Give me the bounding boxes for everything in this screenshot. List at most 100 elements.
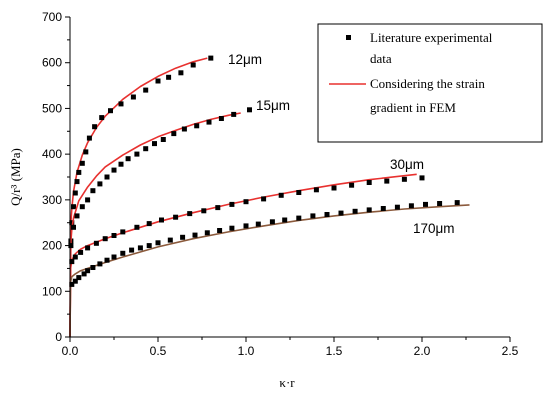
experimental-point xyxy=(282,217,288,223)
experimental-point xyxy=(108,108,113,114)
legend-experimental-label-line1: Literature experimental xyxy=(370,30,493,45)
experimental-point xyxy=(313,187,319,193)
experimental-point xyxy=(296,190,302,195)
experimental-point xyxy=(190,62,196,68)
experimental-point xyxy=(229,225,235,231)
experimental-point xyxy=(90,265,96,270)
experimental-point xyxy=(243,199,249,205)
legend-experimental-label-line2: data xyxy=(370,51,392,66)
x-tick-label: 1.5 xyxy=(326,344,343,358)
series-labels: 12μm 15μm 30μm 170μm xyxy=(228,52,455,236)
y-tick-label: 300 xyxy=(42,193,62,207)
experimental-point xyxy=(215,205,221,211)
experimental-point xyxy=(201,208,207,214)
series-170m xyxy=(69,200,470,338)
experimental-point xyxy=(72,190,78,196)
experimental-point xyxy=(134,151,140,157)
experimental-point xyxy=(143,146,149,152)
x-axis-label: κ·r xyxy=(279,375,295,390)
experimental-point xyxy=(166,74,172,80)
experimental-point xyxy=(187,211,193,217)
experimental-point xyxy=(104,174,110,180)
experimental-point xyxy=(180,234,186,240)
fem-curve-12m xyxy=(69,57,208,338)
experimental-point xyxy=(269,219,275,225)
experimental-point xyxy=(111,254,117,260)
experimental-point xyxy=(104,257,110,263)
fem-curve-170m xyxy=(69,204,470,338)
experimental-point xyxy=(111,233,117,238)
experimental-point xyxy=(74,179,80,185)
experimental-point xyxy=(120,229,126,235)
x-tick-label: 0.5 xyxy=(150,344,167,358)
experimental-point xyxy=(120,250,126,256)
experimental-point xyxy=(454,200,460,206)
experimental-point xyxy=(72,254,78,260)
x-tick-label: 1.0 xyxy=(238,344,255,358)
experimental-point xyxy=(178,70,184,76)
experimental-point xyxy=(229,201,235,207)
experimental-point xyxy=(111,167,117,173)
legend-fem-label-line2: gradient in FEM xyxy=(370,100,456,115)
y-axis-label: Q/r³ (MPa) xyxy=(8,148,23,206)
experimental-point xyxy=(90,188,96,194)
experimental-point xyxy=(349,182,355,188)
experimental-point xyxy=(83,149,89,155)
experimental-point xyxy=(97,261,103,267)
experimental-point xyxy=(86,135,92,141)
series-30m xyxy=(69,173,425,338)
experimental-point xyxy=(384,178,390,184)
series-12m xyxy=(68,55,214,338)
experimental-point xyxy=(324,212,330,217)
series-label-12m: 12μm xyxy=(228,52,262,67)
experimental-point xyxy=(331,185,337,191)
experimental-point xyxy=(130,94,136,100)
fem-curve-15m xyxy=(69,112,241,338)
experimental-point xyxy=(419,175,425,181)
experimental-point xyxy=(69,220,75,226)
experimental-point xyxy=(71,224,76,230)
experimental-point xyxy=(76,275,82,281)
y-tick-label: 600 xyxy=(42,56,62,70)
experimental-point xyxy=(159,217,164,223)
experimental-point xyxy=(231,111,237,117)
experimental-point xyxy=(85,197,91,203)
experimental-point xyxy=(217,228,223,233)
experimental-point xyxy=(167,237,173,243)
experimental-point xyxy=(181,126,187,132)
y-tick-label: 200 xyxy=(42,239,62,253)
y-ticks: 0 100 200 300 400 500 600 700 xyxy=(42,10,70,344)
experimental-point xyxy=(118,101,124,107)
series-15m xyxy=(68,107,252,338)
legend-fem-label-line1: Considering the strain xyxy=(370,76,485,91)
experimental-point xyxy=(125,156,131,162)
experimental-point xyxy=(408,203,414,209)
x-ticks: 0.0 0.5 1.0 1.5 2.0 2.5 xyxy=(62,337,519,358)
experimental-point xyxy=(437,201,443,206)
experimental-point xyxy=(143,87,149,93)
experimental-point xyxy=(92,124,98,130)
experimental-point xyxy=(194,123,200,129)
experimental-point xyxy=(76,169,82,175)
experimental-point xyxy=(74,213,80,219)
y-tick-label: 0 xyxy=(55,330,62,344)
experimental-point xyxy=(206,119,212,125)
experimental-point xyxy=(79,160,85,166)
x-tick-label: 0.0 xyxy=(62,344,79,358)
experimental-point xyxy=(99,115,105,121)
series-label-170m: 170μm xyxy=(413,221,455,236)
experimental-point xyxy=(261,196,267,202)
experimental-point xyxy=(68,243,74,249)
experimental-point xyxy=(79,204,85,210)
series-label-15m: 15μm xyxy=(256,98,290,113)
experimental-point xyxy=(204,230,210,236)
experimental-point xyxy=(118,161,124,167)
experimental-point xyxy=(72,278,78,284)
experimental-point xyxy=(134,224,140,230)
experimental-point xyxy=(366,207,372,213)
experimental-point xyxy=(173,214,179,220)
plot-area xyxy=(68,55,470,338)
experimental-point xyxy=(247,107,252,113)
experimental-point xyxy=(218,116,224,121)
